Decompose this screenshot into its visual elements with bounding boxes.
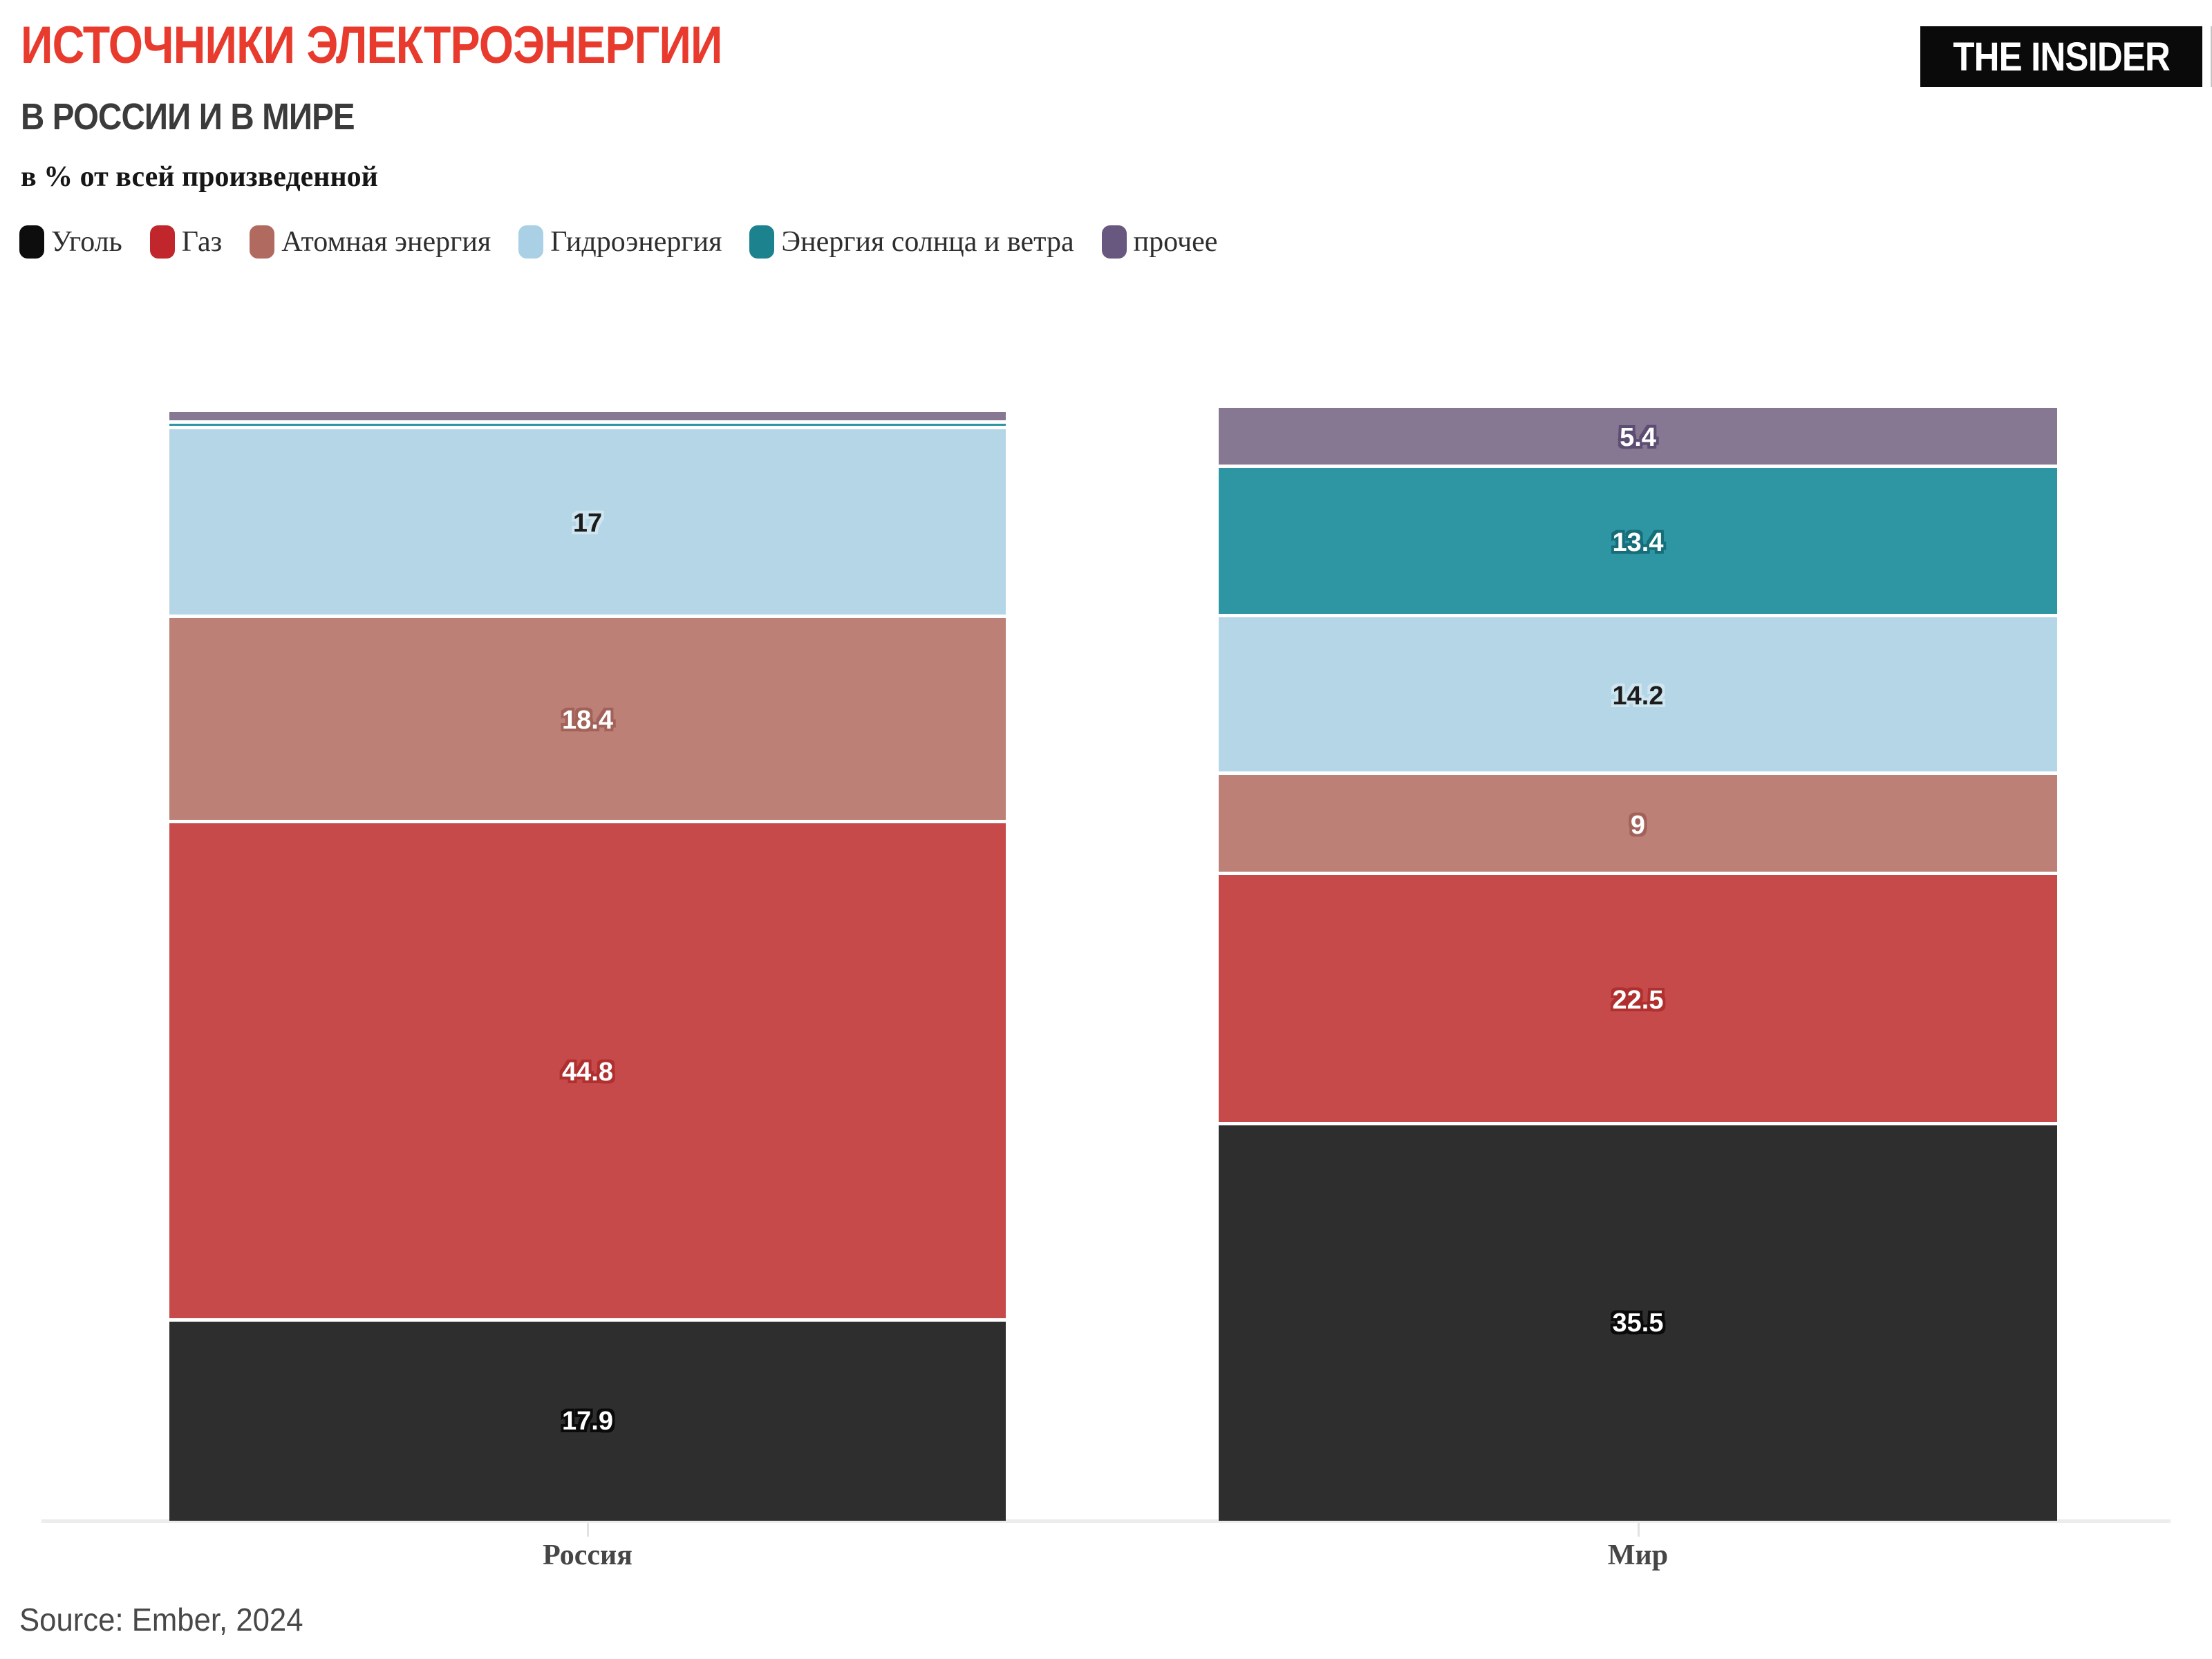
legend-label: Атомная энергия bbox=[281, 226, 491, 258]
legend-swatch bbox=[19, 225, 44, 259]
legend-swatch bbox=[250, 225, 275, 259]
bar-segment bbox=[1219, 467, 2057, 614]
logo-box: THE INSIDER bbox=[1920, 26, 2203, 87]
logo-vertical-bar bbox=[2211, 26, 2212, 87]
category-label: Мир bbox=[1607, 1539, 1669, 1571]
legend-swatch bbox=[749, 225, 775, 259]
logo-text: THE INSIDER bbox=[1953, 34, 2170, 79]
segment-value-label: 17 bbox=[572, 509, 603, 538]
legend-item: Атомная энергия bbox=[250, 225, 491, 259]
legend-label: Энергия солнца и ветра bbox=[781, 226, 1074, 258]
bar-segment bbox=[1219, 408, 2057, 465]
legend-swatch bbox=[1101, 225, 1127, 259]
unit-note: в % от всей произведенной bbox=[21, 161, 378, 193]
segment-value-label: 9 bbox=[1630, 810, 1646, 840]
segment-value-label: 13.4 bbox=[1612, 527, 1664, 557]
bar-segment bbox=[169, 618, 1006, 820]
chart-legend: Уголь Газ Атомная энергия Гидроэнергия Энерг… bbox=[19, 225, 1217, 259]
segment-value-label: 35.5 bbox=[1612, 1309, 1664, 1338]
legend-item: Газ bbox=[149, 225, 223, 259]
legend-swatch bbox=[149, 225, 175, 259]
bar-segment bbox=[169, 423, 1006, 426]
bar-segment bbox=[169, 429, 1006, 615]
segment-value-label: 18.4 bbox=[562, 706, 613, 735]
legend-swatch bbox=[518, 225, 544, 259]
segment-value-label: 17.9 bbox=[562, 1406, 613, 1436]
segment-value-label: 14.2 bbox=[1612, 681, 1664, 711]
x-axis-line bbox=[41, 1519, 2171, 1523]
bar-segment bbox=[1219, 617, 2057, 772]
bar-segment bbox=[1219, 1125, 2057, 1521]
bar-segment bbox=[1219, 775, 2057, 872]
logo: THE INSIDER bbox=[1920, 26, 2212, 87]
x-axis-tick bbox=[1637, 1523, 1640, 1537]
segment-value-label: 44.8 bbox=[562, 1058, 613, 1087]
page-title: ИСТОЧНИКИ ЭЛЕКТРОЭНЕРГИИ bbox=[21, 16, 722, 75]
legend-item: Гидроэнергия bbox=[518, 225, 722, 259]
bar-segment bbox=[169, 1321, 1006, 1521]
page-subtitle: В РОССИИ И В МИРЕ bbox=[21, 96, 355, 138]
legend-label: Газ bbox=[181, 226, 223, 258]
legend-item: Энергия солнца и ветра bbox=[749, 225, 1074, 259]
segment-value-label: 22.5 bbox=[1612, 986, 1664, 1015]
legend-item: прочее bbox=[1101, 225, 1218, 259]
bar-column-russia: 17.9 44.8 18.4 17 bbox=[169, 0, 1006, 1521]
category-label: Россия bbox=[543, 1539, 632, 1571]
bar-segment bbox=[169, 412, 1006, 420]
source-note: Source: Ember, 2024 bbox=[19, 1602, 303, 1638]
legend-label: прочее bbox=[1133, 226, 1218, 258]
x-axis-tick bbox=[587, 1523, 589, 1537]
legend-item: Уголь bbox=[19, 225, 122, 259]
bar-column-world: 35.5 22.5 9 14.2 13.4 5.4 bbox=[1219, 0, 2057, 1521]
legend-label: Уголь bbox=[51, 226, 122, 258]
segment-value-label: 5.4 bbox=[1620, 423, 1656, 453]
legend-label: Гидроэнергия bbox=[550, 226, 722, 258]
bar-segment bbox=[1219, 875, 2057, 1123]
bar-segment bbox=[169, 823, 1006, 1318]
